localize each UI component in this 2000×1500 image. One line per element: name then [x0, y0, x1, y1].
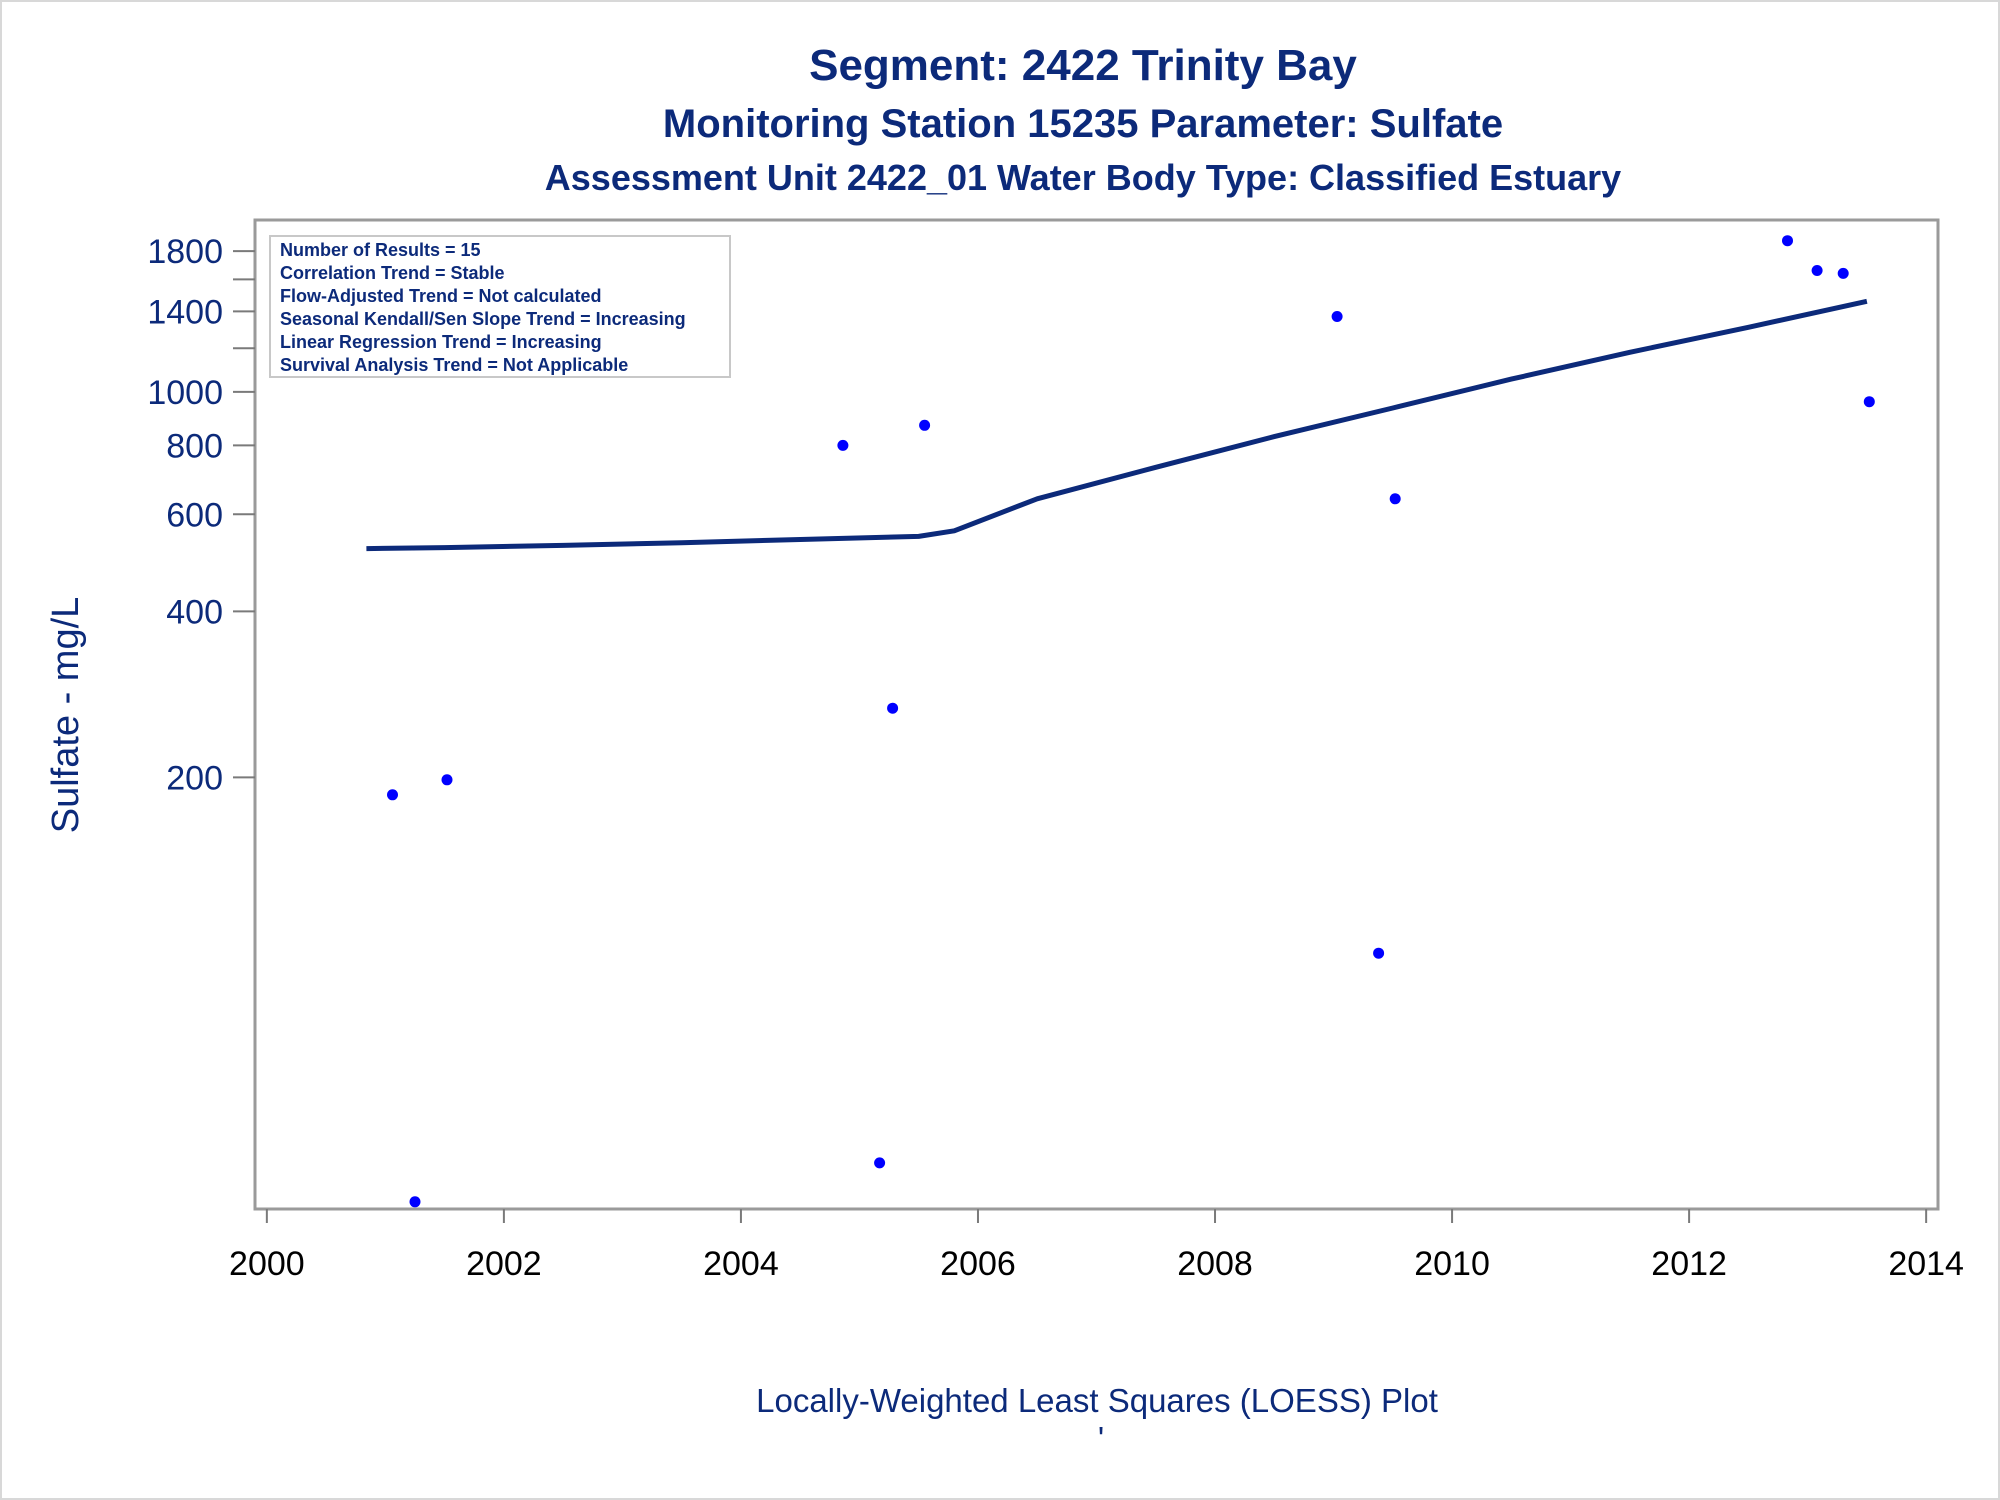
x-axis: 2000 2002 2004 2006 2008 2010 2012 2014: [229, 1209, 1964, 1283]
x-tick-label: 2004: [703, 1245, 779, 1283]
y-tick-label: 800: [166, 427, 223, 465]
y-tick-label: 400: [166, 593, 223, 631]
series-layer: [360, 235, 1875, 1208]
data-point: [387, 789, 398, 801]
x-tick-label: 2008: [1177, 1245, 1253, 1283]
stat-number-of-results: Number of Results = 15: [280, 240, 481, 260]
y-tick-label: 600: [166, 496, 223, 534]
footnote-mark: ': [1098, 1420, 1104, 1457]
stat-correlation-trend: Correlation Trend = Stable: [280, 263, 505, 283]
stat-flow-adjusted-trend: Flow-Adjusted Trend = Not calculated: [280, 286, 602, 306]
x-tick-label: 2006: [940, 1245, 1016, 1283]
y-tick-label: 1000: [147, 374, 223, 412]
y-axis-label: Sulfate - mg/L: [45, 597, 87, 834]
data-point: [1782, 235, 1793, 247]
y-tick-label: 1400: [147, 293, 223, 331]
stat-linear-regression-trend: Linear Regression Trend = Increasing: [280, 332, 602, 352]
loess-trend-line: [366, 298, 1868, 552]
data-point: [441, 774, 453, 786]
data-point: [1837, 267, 1849, 279]
footnote: Locally-Weighted Least Squares (LOESS) P…: [756, 1382, 1438, 1419]
stats-box: Number of Results = 15 Correlation Trend…: [269, 235, 731, 378]
data-point: [919, 419, 931, 431]
x-tick-label: 2010: [1414, 1245, 1490, 1283]
data-point: [837, 439, 849, 451]
y-tick-label: 1800: [147, 233, 223, 271]
data-point: [874, 1157, 886, 1169]
chart-subtitle: Monitoring Station 15235 Parameter: Sulf…: [663, 102, 1503, 146]
data-point: [1811, 265, 1823, 276]
y-tick-label: 200: [166, 759, 223, 797]
x-tick-label: 2014: [1888, 1245, 1964, 1283]
data-point: [887, 702, 899, 714]
x-tick-label: 2000: [229, 1245, 305, 1283]
data-point: [1331, 311, 1343, 322]
data-point: [1863, 396, 1875, 408]
chart-title: Segment: 2422 Trinity Bay: [809, 41, 1357, 90]
stat-survival-analysis-trend: Survival Analysis Trend = Not Applicable: [280, 355, 628, 375]
stats-box-border: [269, 235, 731, 378]
chart-subtitle-2: Assessment Unit 2422_01 Water Body Type:…: [545, 157, 1621, 198]
data-point: [1389, 493, 1401, 505]
y-axis: 200 400 600 800 1000 1400 1800: [147, 233, 255, 797]
stat-seasonal-kendall-trend: Seasonal Kendall/Sen Slope Trend = Incre…: [280, 309, 686, 329]
data-point: [1373, 947, 1385, 959]
x-tick-label: 2012: [1651, 1245, 1727, 1283]
x-tick-label: 2002: [466, 1245, 542, 1283]
data-point: [409, 1196, 421, 1208]
plot-area: [253, 218, 1940, 1211]
